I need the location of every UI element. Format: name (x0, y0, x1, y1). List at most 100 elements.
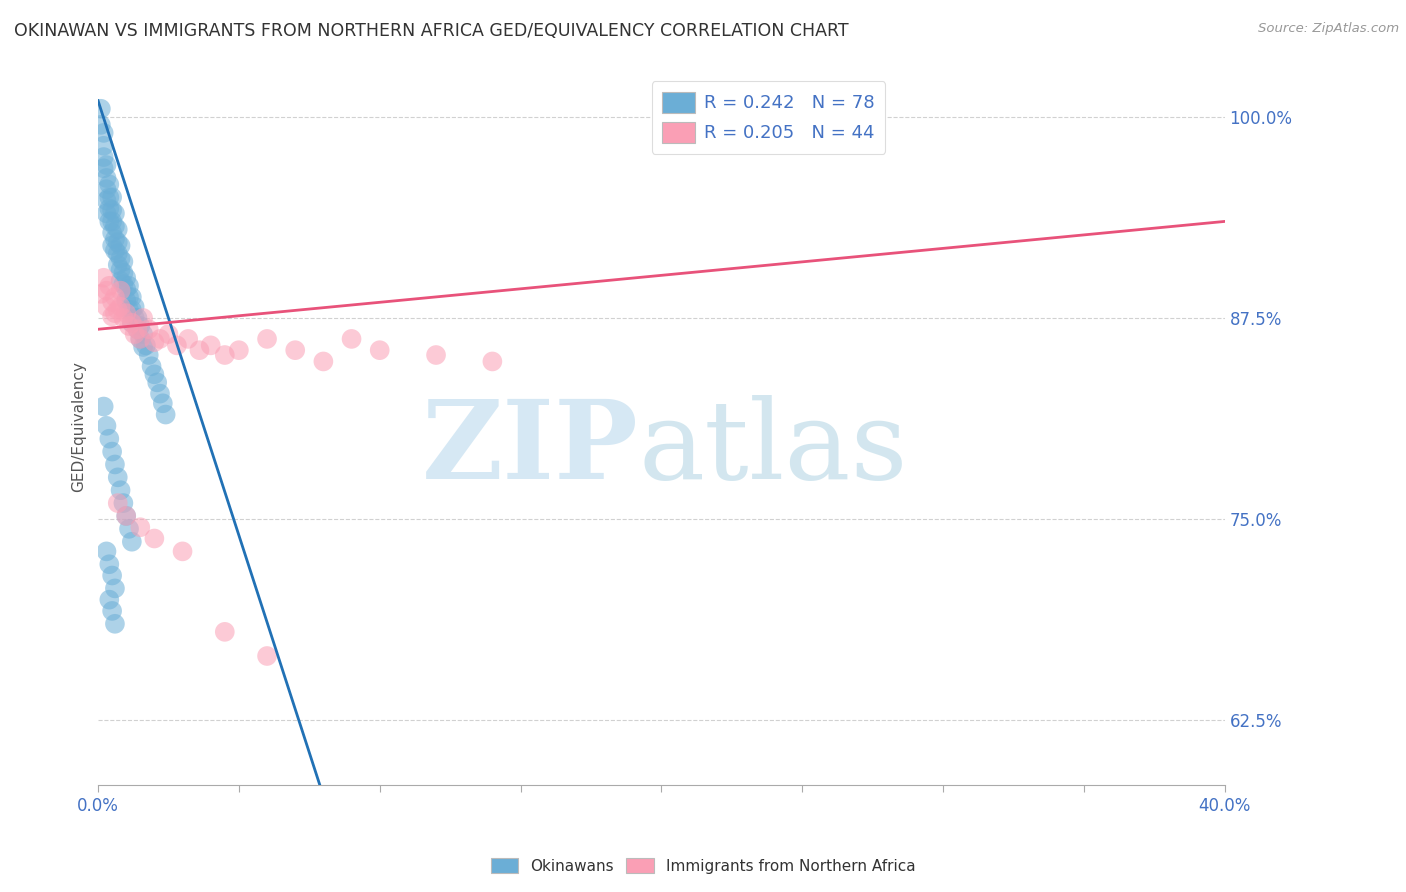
Point (112, 277, 135, 292)
Text: OKINAWAN VS IMMIGRANTS FROM NORTHERN AFRICA GED/EQUIVALENCY CORRELATION CHART: OKINAWAN VS IMMIGRANTS FROM NORTHERN AFR… (14, 22, 849, 40)
Point (104, 582, 127, 596)
Point (107, 258, 129, 272)
Point (256, 332, 278, 346)
Point (172, 544, 194, 558)
Text: Source: ZipAtlas.com: Source: ZipAtlas.com (1258, 22, 1399, 36)
Point (96, 300, 118, 314)
Point (104, 244, 127, 258)
Point (368, 343, 391, 358)
Point (132, 310, 155, 325)
Point (90, 118, 112, 132)
Point (149, 332, 172, 346)
Point (101, 190, 124, 204)
Point (98, 178, 121, 192)
Point (93, 161, 115, 176)
Point (101, 444, 124, 458)
Point (96, 544, 118, 558)
Point (284, 343, 307, 358)
Point (177, 332, 200, 346)
Point (127, 322, 149, 336)
Point (104, 206, 127, 220)
Point (96, 171, 118, 186)
Point (98, 432, 121, 446)
Point (115, 270, 138, 285)
Point (132, 327, 155, 342)
Point (146, 376, 169, 390)
Point (155, 408, 177, 422)
Point (228, 343, 250, 358)
Point (98, 190, 121, 204)
Point (135, 338, 157, 352)
Point (118, 278, 141, 293)
Point (152, 396, 174, 410)
Point (93, 150, 115, 164)
Point (90, 102, 112, 116)
Point (101, 214, 124, 228)
Point (200, 338, 222, 352)
Point (214, 624, 236, 639)
Point (121, 316, 143, 330)
Point (124, 310, 146, 325)
Point (96, 206, 118, 220)
Point (110, 284, 132, 298)
Point (115, 508, 138, 523)
Point (110, 252, 132, 266)
Point (110, 300, 132, 314)
Point (96, 158, 118, 172)
Point (138, 348, 160, 362)
Point (112, 496, 135, 510)
Point (188, 343, 211, 358)
Point (101, 238, 124, 252)
Point (214, 348, 236, 362)
Point (93, 138, 115, 153)
Point (98, 592, 121, 607)
Point (312, 354, 335, 368)
Point (340, 332, 363, 346)
Point (101, 226, 124, 240)
Text: atlas: atlas (638, 394, 908, 501)
Point (107, 496, 129, 510)
Point (107, 235, 129, 250)
Point (98, 202, 121, 216)
Point (96, 194, 118, 208)
Legend: Okinawans, Immigrants from Northern Africa: Okinawans, Immigrants from Northern Afri… (485, 852, 921, 880)
Point (104, 306, 127, 320)
Point (118, 302, 141, 317)
Point (107, 302, 129, 317)
Point (481, 354, 503, 368)
Point (98, 278, 121, 293)
Y-axis label: GED/Equivalency: GED/Equivalency (72, 361, 86, 492)
Point (121, 290, 143, 304)
Point (127, 322, 149, 336)
Point (157, 327, 180, 342)
Point (110, 483, 132, 498)
Legend: R = 0.242   N = 78, R = 0.205   N = 44: R = 0.242 N = 78, R = 0.205 N = 44 (651, 81, 886, 153)
Point (104, 616, 127, 631)
Point (143, 368, 166, 382)
Point (118, 522, 141, 536)
Point (90, 286, 112, 301)
Point (256, 648, 278, 663)
Point (104, 458, 127, 472)
Point (112, 310, 135, 325)
Point (132, 340, 155, 354)
Point (107, 246, 129, 260)
Point (141, 359, 163, 374)
Point (101, 203, 124, 218)
Point (107, 222, 129, 236)
Point (110, 262, 132, 277)
Point (138, 322, 160, 336)
Point (101, 604, 124, 618)
Point (129, 319, 152, 334)
Point (115, 508, 138, 523)
Point (127, 310, 149, 325)
Point (104, 219, 127, 234)
Point (425, 348, 447, 362)
Point (110, 274, 132, 288)
Point (121, 534, 143, 549)
Point (96, 284, 118, 298)
Point (98, 558, 121, 572)
Point (101, 310, 124, 324)
Point (115, 282, 138, 296)
Point (129, 332, 152, 346)
